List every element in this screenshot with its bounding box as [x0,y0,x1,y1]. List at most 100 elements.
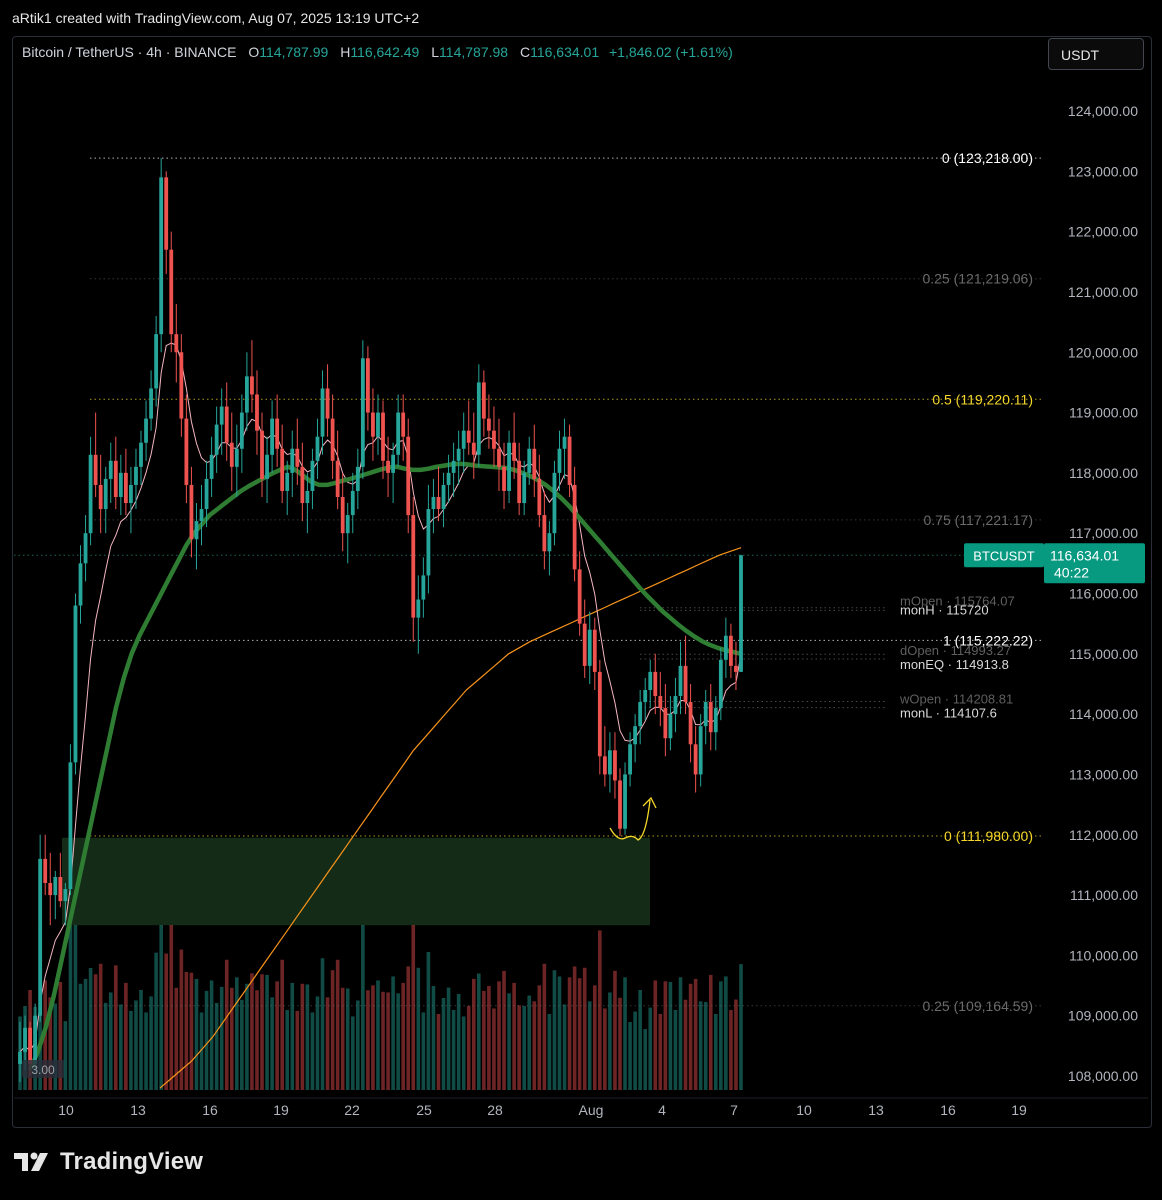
volume-bar [108,992,113,1090]
candle-body [285,472,290,491]
tradingview-logo-text: TradingView [60,1148,204,1175]
x-axis-tick: 19 [273,1102,289,1118]
candle-body [23,1027,27,1052]
x-axis-tick: 13 [130,1102,146,1118]
candle-body [169,249,174,335]
candle-body [73,605,78,763]
volume-bar [497,981,501,1090]
volume-bar [688,983,693,1090]
y-axis-tick: 111,000.00 [1070,887,1138,903]
candle-body [224,406,229,443]
volume-bar [235,977,239,1090]
candle-body [53,876,58,896]
level-label-monH: monH · 115720 [900,602,989,617]
volume-bar [522,1006,526,1090]
currency-unit-button[interactable]: USDT [1048,38,1144,70]
candle-body [179,352,184,419]
candle-body [461,430,466,449]
candle-body [718,659,723,709]
candle-body [250,376,254,395]
volume-bar [678,977,683,1090]
volume-bar [159,925,163,1090]
volume-bar [88,968,93,1090]
chart-frame[interactable] [12,36,1152,1128]
candle-body [234,448,239,467]
ema-green-line [27,461,742,1071]
volume-bar [129,1010,133,1090]
candle-body [567,436,572,485]
candle-body [517,460,522,504]
volume-bar [300,983,305,1090]
volume-bar [562,1004,567,1090]
volume-bar [340,987,345,1090]
volume-bar [295,1010,300,1090]
candle-body [139,442,143,467]
volume-bar [325,997,330,1090]
candle-body [638,702,643,727]
candle-body [275,418,280,449]
volume-bar [446,987,451,1090]
candle-body [149,388,153,419]
candle-body [471,442,476,455]
candle-body [33,1015,38,1064]
fib-level-label: 0 (123,218.00) [942,150,1033,166]
volume-bar [386,992,390,1090]
candle-body [340,497,345,534]
volume-bar [592,985,597,1090]
candle-body [204,478,209,510]
yellow-swing-arrow [609,799,651,841]
attribution-text: aRtik1 created with TradingView.com, Aug… [12,10,420,26]
candle-body [577,569,582,624]
candle-body [134,466,138,485]
candle-body [345,515,350,534]
y-axis-tick: 108,000.00 [1068,1068,1138,1084]
volume-bar [729,1010,733,1090]
last-price-symbol-label: BTCUSDT [973,548,1034,563]
volume-bar [270,997,274,1090]
volume-bar [98,963,103,1090]
volume-bar [134,1000,138,1090]
candle-body [723,635,728,660]
candle-body [537,478,542,516]
volume-bar [719,981,723,1090]
y-axis-tick: 124,000.00 [1068,103,1138,119]
candle-body [688,702,693,745]
candle-body [184,418,189,485]
volume-bar [431,986,436,1090]
volume-bar [436,1014,441,1090]
candle-body [123,472,128,504]
volume-bar [547,1014,552,1090]
candle-body [582,623,587,666]
volume-bar [330,970,335,1090]
candle-body [325,388,330,419]
volume-bar [663,981,668,1090]
candle-body [28,1027,32,1064]
tradingview-logo[interactable]: TradingView [14,1148,203,1176]
volume-bar [250,973,254,1090]
candle-body [441,484,446,510]
symbol-title[interactable]: Bitcoin / TetherUS · 4h · BINANCE [22,44,237,60]
volume-bar [371,985,375,1090]
candle-body [103,478,108,510]
candle-body [406,436,411,516]
ema-fast-line [19,342,742,1053]
open-value: 114,787.99 [259,44,329,60]
open-label: O [248,44,260,60]
candle-body [199,509,204,522]
volume-bar [154,952,158,1090]
candle-body [673,696,678,715]
level-label-monEQ: monEQ · 114913.8 [900,657,1009,672]
candle-body [436,497,441,510]
candle-body [214,424,219,455]
volume-bar [532,1001,537,1090]
candle-body [270,418,274,455]
candle-body [365,358,370,413]
candle-body [300,466,305,504]
volume-bar [693,978,698,1090]
volume-bar [240,999,244,1090]
high-value: 116,642.49 [350,44,420,60]
volume-bar [638,990,642,1090]
volume-bar [598,930,602,1090]
volume-bar [290,982,295,1090]
